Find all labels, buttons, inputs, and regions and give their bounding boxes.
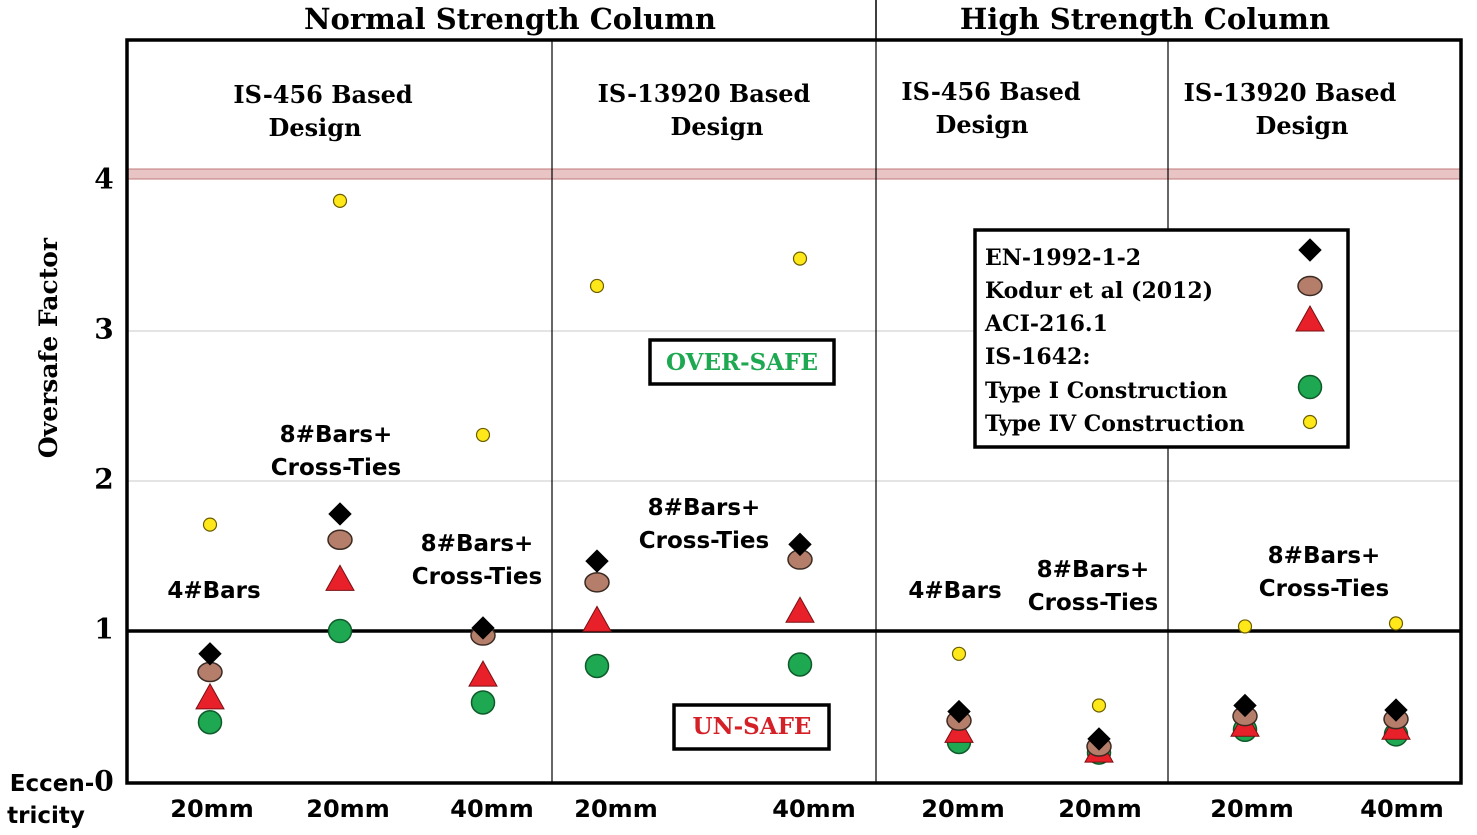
type-i-point: [584, 653, 610, 679]
plot-frame: [125, 38, 1463, 785]
legend-marker: [1297, 275, 1323, 297]
type-iv-point: [1237, 619, 1253, 634]
en-1992-point: [198, 642, 222, 666]
reinforcement-label: Cross-Ties: [412, 564, 542, 590]
aci-216-point: [468, 660, 498, 687]
aci-216-point: [325, 564, 355, 591]
reinforcement-label: 8#Bars+: [1037, 557, 1150, 583]
x-tick-label: 20mm: [170, 795, 253, 823]
unsafe-zone-box: [672, 703, 831, 751]
column-group-title: High Strength Column: [960, 2, 1330, 36]
legend-marker: [1297, 374, 1323, 400]
design-panel-label-line2: Design: [936, 110, 1029, 139]
reinforcement-label: Cross-Ties: [271, 455, 401, 481]
y-tick-label: 1: [94, 613, 113, 646]
x-tick-label: 40mm: [450, 795, 533, 823]
legend-label: Type IV Construction: [985, 411, 1245, 437]
legend-box: [973, 228, 1350, 449]
legend-markers: [1295, 238, 1325, 430]
x-tick-label: 20mm: [921, 795, 1004, 823]
kodur-point: [584, 572, 610, 593]
reinforcement-label: Cross-Ties: [639, 528, 769, 554]
type-iv-point: [589, 278, 605, 294]
en-1992-point: [1233, 693, 1257, 718]
x-axis-title-line2: tricity: [7, 803, 85, 829]
reinforcement-label: Cross-Ties: [1028, 590, 1158, 616]
en-1992-point: [947, 699, 971, 724]
oversafe-zone-box: [648, 338, 836, 386]
aci-216-point: [785, 596, 815, 623]
kodur-point: [327, 529, 353, 551]
limit-band-4: [126, 168, 1462, 180]
x-tick-label: 20mm: [574, 795, 657, 823]
legend-marker: [1302, 414, 1318, 430]
legend-marker: [1295, 304, 1325, 332]
reinforcement-label: 8#Bars+: [1268, 543, 1381, 569]
design-panel-label-line1: IS-13920 Based: [598, 79, 811, 108]
unsafe-zone-label: UN-SAFE: [693, 713, 812, 740]
en-1992-point: [328, 502, 352, 526]
legend-label: ACI-216.1: [984, 311, 1108, 337]
en-1992-point: [1384, 698, 1408, 722]
reinforcement-label: 8#Bars+: [421, 531, 534, 557]
x-tick-label: 40mm: [772, 795, 855, 823]
design-panel-label-line2: Design: [269, 113, 362, 142]
y-tick-label: 3: [94, 313, 113, 346]
y-tick-label: 2: [94, 463, 113, 496]
x-tick-label: 20mm: [1210, 795, 1293, 823]
reinforcement-label: 4#Bars: [908, 578, 1001, 604]
x-tick-labels: 20mm 20mm 40mm 20mm 40mm 20mm 20mm 20mm 40mm: [170, 795, 1443, 823]
type-i-point: [327, 618, 353, 644]
type-iv-point: [475, 427, 491, 443]
type-iv-point: [202, 517, 218, 532]
legend-label: EN-1992-1-2: [985, 245, 1141, 271]
legend-label: Kodur et al (2012): [985, 278, 1213, 304]
type-iv-point: [951, 646, 967, 661]
oversafe-zone-label: OVER-SAFE: [666, 349, 818, 376]
data-points: [195, 193, 1411, 765]
x-tick-label: 20mm: [1058, 795, 1141, 823]
design-panel-label-line1: IS-13920 Based: [1184, 78, 1397, 107]
type-iv-point: [332, 193, 348, 208]
reinforcement-label: 4#Bars: [167, 578, 260, 604]
aci-216-point: [195, 682, 225, 710]
type-iv-point: [792, 251, 808, 266]
aci-216-point: [582, 605, 612, 632]
en-1992-point: [585, 549, 609, 573]
y-tick-label: 4: [94, 163, 113, 196]
reinforcement-label: 8#Bars+: [280, 422, 393, 448]
design-panel-label-line1: IS-456 Based: [901, 77, 1080, 106]
en-1992-point: [471, 616, 495, 640]
en-1992-point: [1087, 727, 1111, 751]
legend: EN-1992-1-2 Kodur et al (2012) ACI-216.1…: [973, 228, 1350, 449]
design-panel-label-line2: Design: [671, 112, 764, 141]
legend-label: IS-1642:: [985, 344, 1090, 370]
x-axis-title-line1: Eccen-: [10, 771, 95, 797]
design-panel-label-line2: Design: [1256, 111, 1349, 140]
legend-label: Type I Construction: [985, 378, 1228, 404]
reinforcement-label: 8#Bars+: [648, 495, 761, 521]
type-i-point: [787, 652, 813, 677]
reinforcement-label: Cross-Ties: [1259, 576, 1389, 602]
y-tick-label: 0: [94, 765, 113, 798]
legend-marker: [1298, 238, 1322, 262]
type-iv-point: [1091, 698, 1107, 713]
type-i-point: [470, 690, 496, 715]
design-panel-label-line1: IS-456 Based: [233, 80, 412, 109]
x-tick-label: 20mm: [306, 795, 389, 823]
y-axis-title: Oversafe Factor: [34, 237, 63, 458]
x-tick-label: 40mm: [1360, 795, 1443, 823]
column-group-title: Normal Strength Column: [304, 2, 716, 36]
type-iv-point: [1388, 616, 1404, 631]
type-i-point: [197, 709, 223, 735]
en-1992-point: [788, 532, 812, 557]
